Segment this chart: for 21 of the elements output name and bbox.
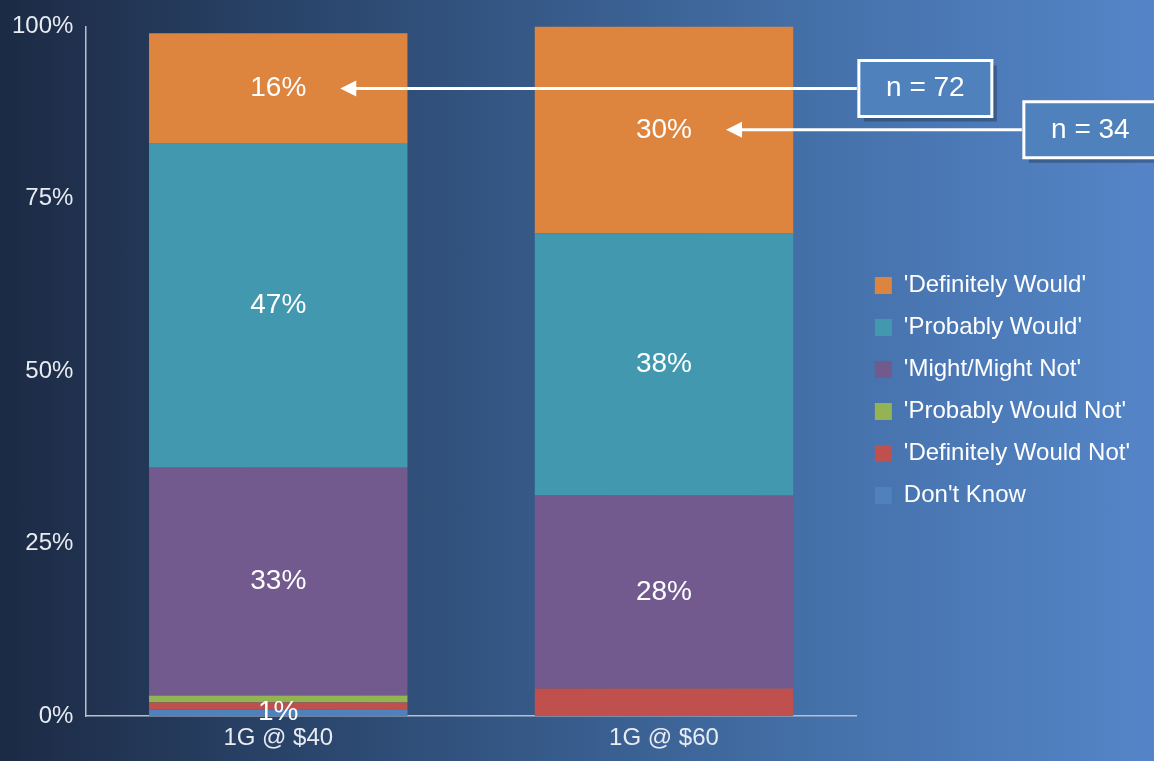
y-tick-label: 25%: [25, 528, 74, 556]
data-label: 47%: [250, 288, 307, 320]
data-label: 16%: [250, 71, 307, 103]
x-tick-label: 1G @ $60: [609, 723, 719, 751]
data-label: 30%: [635, 112, 693, 144]
x-tick-label: 1G @ $40: [223, 723, 334, 751]
data-label: 28%: [635, 574, 693, 606]
y-tick-label: 75%: [25, 183, 74, 211]
y-tick-label: 0%: [38, 700, 74, 728]
legend-label: Don't Know: [903, 480, 1027, 508]
legend-label: 'Probably Would': [903, 312, 1083, 340]
legend-label: 'Definitely Would Not': [903, 438, 1131, 466]
legend-label: 'Might/Might Not': [903, 354, 1082, 382]
text: n = 34: [1051, 112, 1130, 144]
text: n = 72: [886, 71, 965, 103]
legend-label: 'Probably Would Not': [903, 396, 1127, 424]
y-tick-label: 50%: [25, 355, 74, 383]
data-label: 33%: [250, 564, 307, 596]
legend-label: 'Definitely Would': [903, 270, 1086, 298]
y-tick-label: 100%: [11, 11, 74, 39]
data-label: 38%: [635, 347, 693, 379]
